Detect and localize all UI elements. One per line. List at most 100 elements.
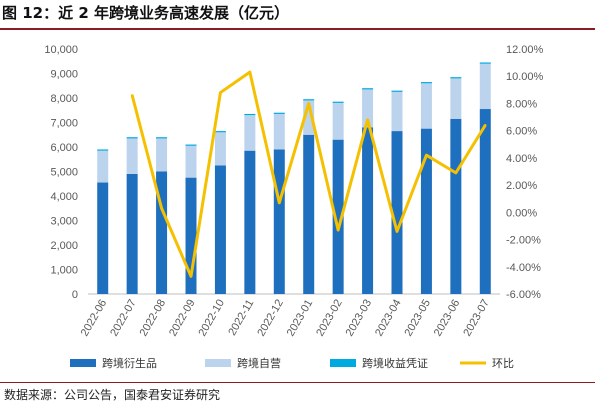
bar-segment [273, 149, 285, 294]
bar-segment [391, 90, 403, 92]
legend-label: 跨境衍生品 [102, 356, 157, 370]
line-point [307, 102, 310, 105]
chart-line [130, 70, 487, 278]
bar-segment [273, 113, 285, 150]
bar-segment [479, 62, 491, 64]
y-right-tick-label: -6.00% [506, 289, 541, 301]
bar-segment [244, 150, 256, 294]
line-point [219, 91, 222, 94]
legend-swatch [205, 359, 231, 367]
legend-swatch [70, 359, 96, 367]
x-tick-label: 2023-06 [432, 298, 463, 339]
bar-segment [244, 113, 256, 116]
y-right-tick-label: 8.00% [506, 98, 537, 110]
bar-segment [156, 137, 168, 139]
bar-segment [97, 150, 109, 183]
bar-segment [214, 165, 226, 294]
x-tick-label: 2023-04 [373, 298, 404, 339]
line-point [425, 153, 428, 157]
bar-segment [97, 182, 109, 294]
x-tick-label: 2022-07 [108, 298, 139, 339]
line-point [130, 94, 134, 97]
x-tick-label: 2022-10 [196, 298, 227, 339]
y-right-tick-label: -2.00% [506, 235, 541, 247]
bar-segment [479, 63, 491, 110]
y-left-tick-label: 2,000 [50, 240, 78, 252]
y-left-tick-label: 10,000 [44, 44, 78, 56]
title-divider [0, 28, 595, 30]
bar-segment [185, 144, 197, 146]
bar-segment [303, 99, 315, 101]
x-tick-label: 2023-02 [314, 298, 345, 339]
bar-segment [450, 78, 462, 119]
bar-segment [332, 102, 344, 140]
bar-segment [244, 115, 256, 151]
y-left-tick-label: 1,000 [50, 265, 78, 277]
y-left-tick-label: 6,000 [50, 142, 78, 154]
y-left-tick-label: 7,000 [50, 118, 78, 130]
chart-legend: 跨境衍生品 跨境自营 跨境收益凭证 环比 [70, 356, 514, 370]
line-point [484, 124, 487, 127]
line-point [160, 207, 163, 210]
line-point [454, 171, 458, 175]
legend-swatch [330, 359, 356, 367]
y-left-tick-label: 8,000 [50, 93, 78, 105]
bar-segment [479, 109, 491, 295]
figure-title: 图 12：近 2 年跨境业务高速发展（亿元） [2, 4, 289, 22]
bar-segment [303, 134, 315, 294]
bar-segment [185, 177, 197, 294]
bar-segment [214, 131, 226, 133]
y-right-tick-label: 12.00% [506, 44, 544, 56]
line-point [248, 70, 252, 74]
bar-segment [450, 77, 462, 79]
x-tick-label: 2023-05 [402, 298, 433, 339]
bar-segment [156, 171, 168, 294]
bar-segment [420, 82, 432, 84]
bar-segment [450, 118, 462, 294]
bar-segment [420, 83, 432, 129]
legend-label: 跨境自营 [237, 356, 281, 370]
line-point [395, 230, 399, 233]
bar-segment [303, 100, 315, 135]
legend-label: 跨境收益凭证 [362, 356, 428, 370]
x-tick-label: 2022-08 [138, 298, 169, 339]
bar-segment [185, 145, 197, 178]
bar-segment [420, 128, 432, 294]
x-tick-label: 2023-03 [344, 298, 375, 339]
y-left-tick-label: 3,000 [50, 216, 78, 228]
x-tick-label: 2023-01 [285, 298, 316, 339]
bar-segment [332, 139, 344, 294]
stacked-bar-line-chart: 0 1,000 2,000 3,000 4,000 5,000 6,000 7,000 8,00… [44, 44, 543, 370]
y-right-tick-label: -4.00% [506, 262, 541, 274]
x-tick-label: 2022-12 [255, 298, 286, 339]
legend-label: 环比 [492, 357, 514, 370]
bar-segment [391, 91, 403, 132]
y-right-tick-label: 4.00% [506, 153, 537, 165]
bar-segment [332, 101, 344, 103]
y-left-tick-label: 9,000 [50, 69, 78, 81]
bar-segment [273, 112, 285, 114]
bar-segment [156, 138, 168, 172]
source-note: 数据来源：公司公告，国泰君安证券研究 [4, 388, 221, 402]
bar-segment [214, 132, 226, 166]
bar-segment [126, 138, 138, 174]
line-point [278, 201, 281, 205]
source-divider [0, 382, 595, 383]
line-point [366, 118, 369, 121]
y-left-tick-label: 0 [72, 289, 78, 301]
y-right-tick-label: 2.00% [506, 180, 537, 192]
bar-segment [391, 131, 403, 294]
chart-axes: 0 1,000 2,000 3,000 4,000 5,000 6,000 7,000 8,00… [44, 44, 543, 338]
y-right-tick-label: 0.00% [506, 207, 537, 219]
x-tick-label: 2022-09 [167, 298, 198, 339]
chart-bars [97, 62, 491, 295]
x-tick-label: 2022-11 [226, 298, 256, 338]
line-point [336, 228, 340, 232]
bar-segment [97, 149, 109, 151]
y-right-tick-label: 10.00% [506, 71, 544, 83]
y-left-tick-label: 4,000 [50, 191, 78, 203]
bar-segment [126, 137, 138, 139]
y-right-tick-label: 6.00% [506, 126, 537, 138]
bar-segment [126, 173, 138, 294]
